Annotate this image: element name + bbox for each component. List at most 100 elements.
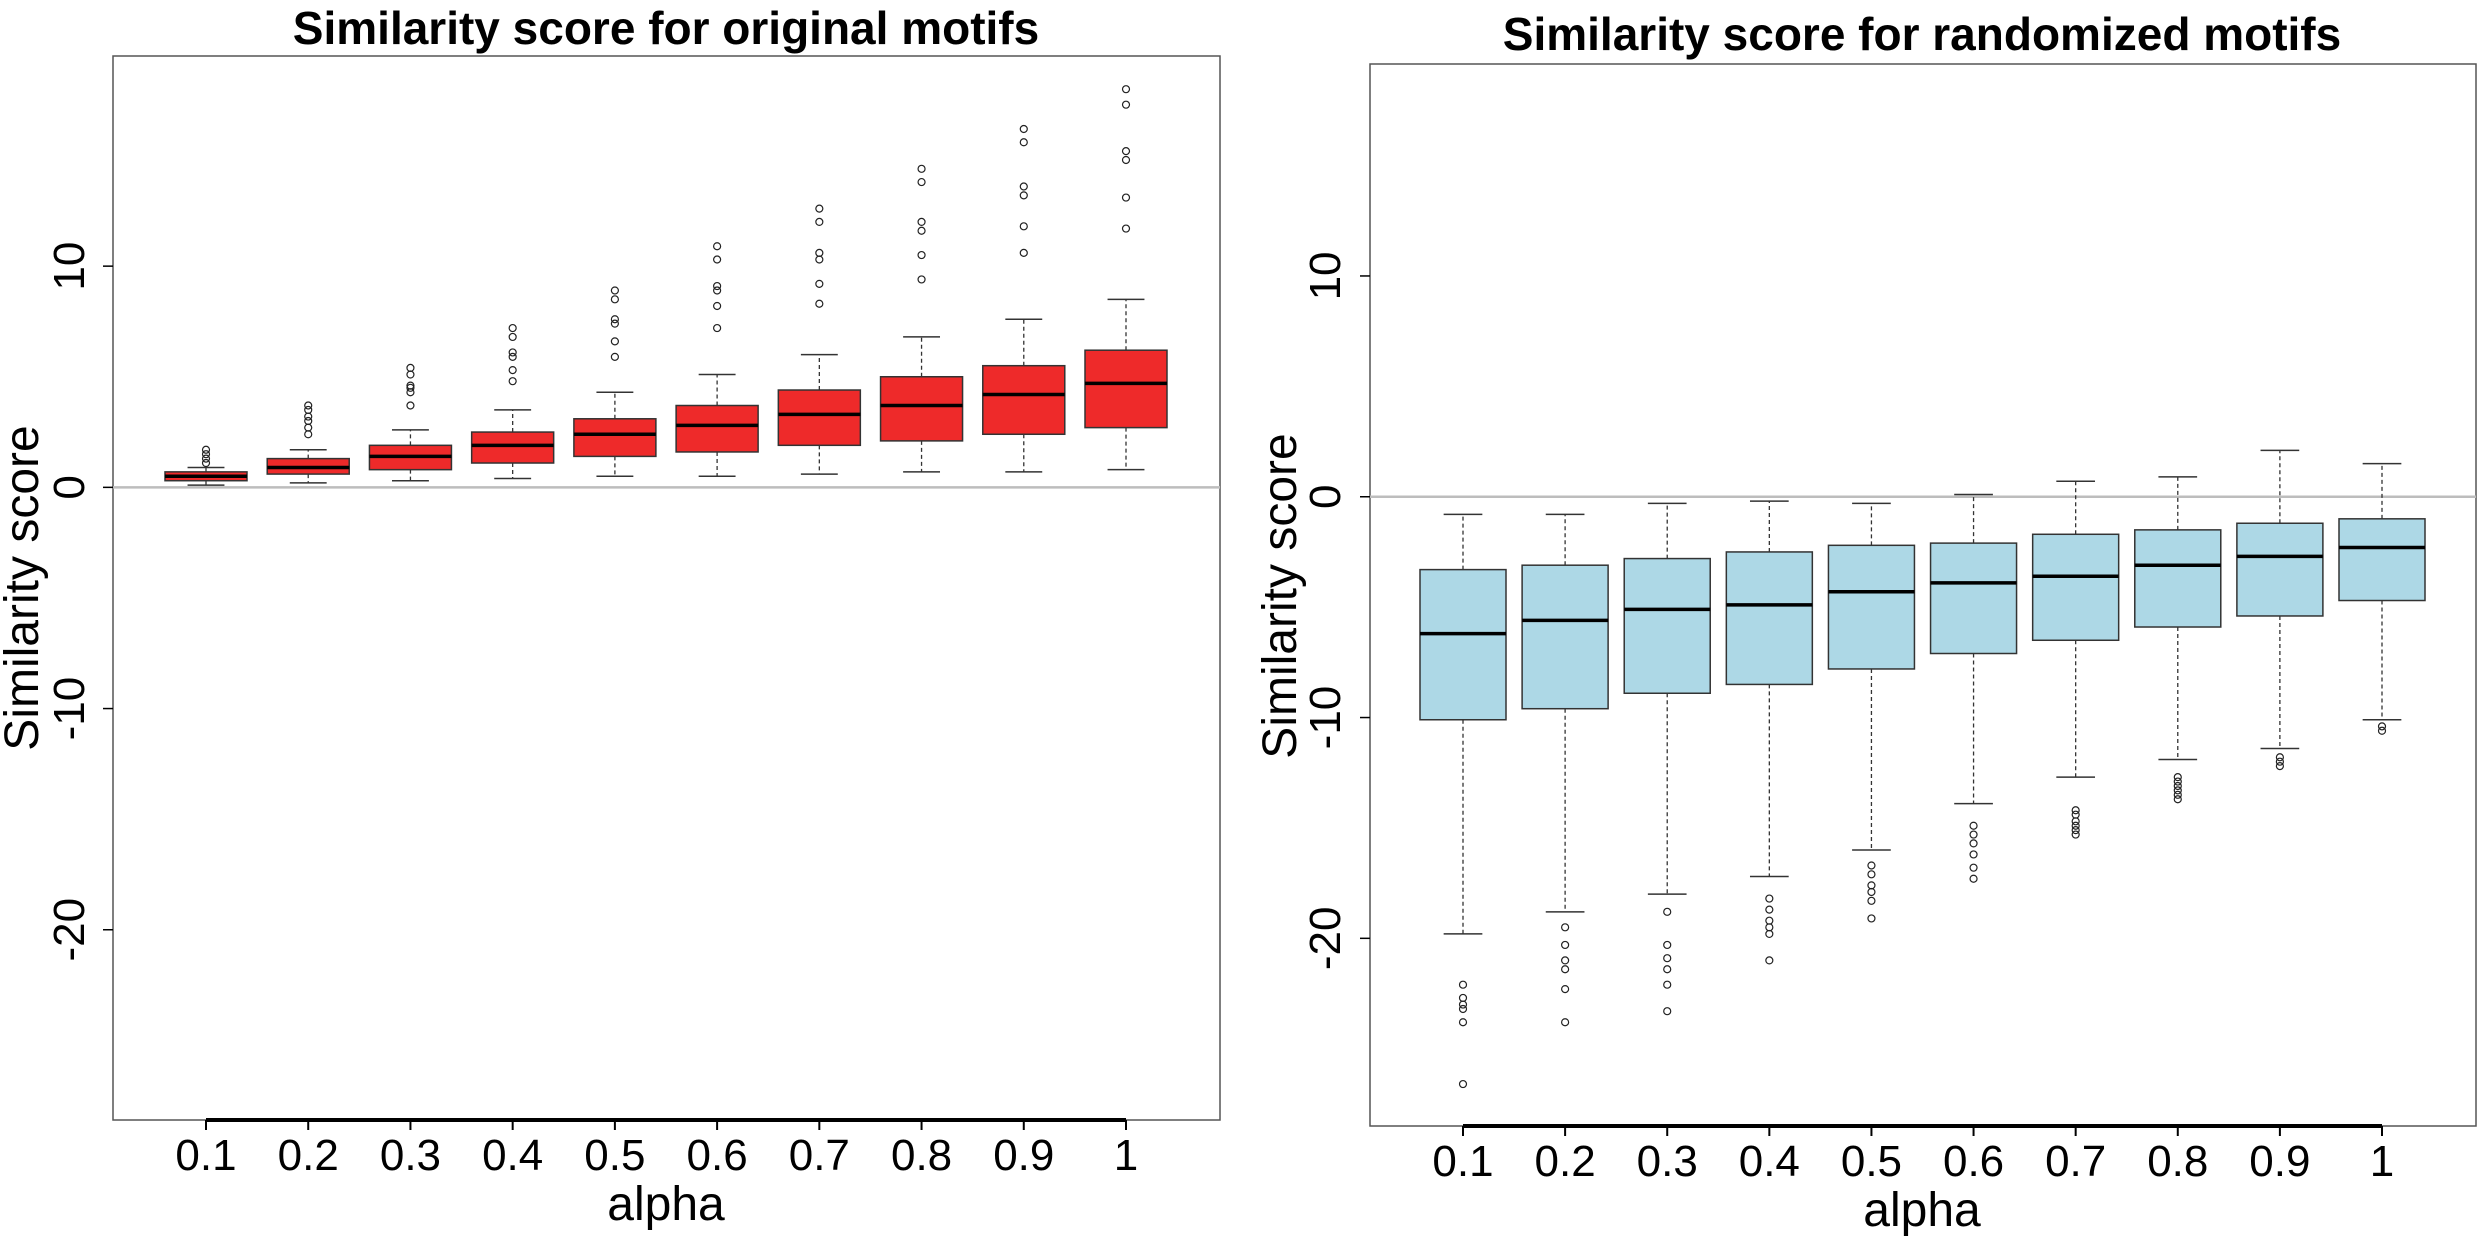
left-outlier-point: [406, 370, 415, 379]
right-box-0.7: [2031, 533, 2120, 642]
right-outlier-point: [1663, 907, 1672, 916]
right-outlier-point: [1663, 965, 1672, 974]
right-y-tick-label: 10: [1301, 251, 1350, 300]
right-x-tick-label: 0.8: [2147, 1137, 2208, 1186]
left-chart-title: Similarity score for original motifs: [293, 2, 1039, 54]
right-outlier-point: [1458, 1018, 1468, 1027]
left-x-tick-label: 0.4: [482, 1131, 543, 1180]
left-y-axis-label: Similarity score: [0, 425, 49, 750]
left-outlier-point: [1121, 224, 1131, 233]
right-outlier-point: [2071, 817, 2080, 826]
right-y-tick-label: -20: [1301, 907, 1350, 971]
left-x-tick-label: 0.2: [278, 1131, 339, 1180]
right-outlier-point: [2173, 773, 2182, 782]
right-box-1: [2338, 518, 2426, 602]
right-outlier-point: [1969, 874, 1978, 883]
right-outlier-point: [2275, 762, 2284, 771]
left-outlier-point: [610, 337, 619, 346]
left-outlier-point: [713, 242, 722, 251]
left-y-tick-label: -20: [45, 898, 94, 962]
right-outlier-point: [1867, 870, 1876, 879]
left-box-0.6: [675, 404, 759, 453]
right-outlier-point: [1663, 1007, 1672, 1016]
left-x-tick-label: 0.7: [789, 1131, 850, 1180]
left-outlier-point: [304, 416, 313, 426]
right-outlier-point: [1867, 861, 1876, 870]
left-outlier-point: [201, 454, 211, 463]
right-outlier-point: [1458, 1079, 1468, 1089]
left-outlier-point: [1121, 193, 1131, 202]
left-outlier-point: [406, 383, 415, 392]
right-outlier-point: [1561, 956, 1570, 965]
left-outlier-point: [508, 323, 517, 333]
right-outlier-point: [1969, 850, 1978, 859]
right-x-tick-label: 0.1: [1432, 1137, 1493, 1186]
right-box-0.8: [2134, 529, 2222, 628]
left-outlier-point: [304, 405, 313, 415]
right-outlier-point: [2173, 781, 2182, 791]
left-box-0.9: [982, 364, 1066, 436]
right-box-0.1: [1419, 568, 1507, 721]
left-y-tick-label: -10: [45, 677, 94, 741]
right-outlier-point: [1561, 965, 1570, 974]
left-outlier-point: [304, 423, 313, 432]
right-x-tick-label: 0.3: [1637, 1137, 1698, 1186]
left-plot-area: 10 0 -10 -20 0.1 0.2 0.3 0.4 0.5 0.6 0.7 0.8 0.9 1: [45, 85, 1220, 1180]
right-outlier-point: [1969, 863, 1978, 872]
left-outlier-point: [1121, 155, 1131, 165]
right-outlier-point: [2071, 821, 2080, 830]
left-outlier-point: [304, 412, 313, 421]
left-x-tick-label: 0.6: [687, 1131, 748, 1180]
right-outlier-point: [2173, 795, 2182, 804]
right-outlier-point: [2071, 830, 2080, 839]
left-outlier-point: [1019, 182, 1028, 191]
left-x-tick-label: 0.8: [891, 1131, 952, 1180]
right-outlier-point: [1867, 887, 1876, 897]
right-x-tick-label: 0.6: [1943, 1137, 2004, 1186]
right-x-tick-label: 0.9: [2249, 1137, 2310, 1186]
left-outlier-point: [508, 332, 517, 342]
left-outlier-point: [815, 248, 824, 257]
right-outlier-point: [1765, 956, 1774, 965]
right-outlier-point: [1867, 914, 1876, 923]
left-y-tick-label: 10: [45, 242, 94, 291]
right-outlier-point: [2071, 826, 2080, 835]
left-outlier-point: [406, 363, 415, 373]
left-outlier-point: [508, 377, 517, 386]
left-outlier-point: [304, 430, 313, 439]
left-outlier-point: [1019, 138, 1028, 147]
left-outlier-point: [1019, 124, 1028, 134]
left-outlier-point: [508, 348, 517, 357]
left-outlier-point: [1121, 147, 1131, 156]
left-outlier-point: [815, 217, 824, 227]
left-x-tick-label: 0.3: [380, 1131, 441, 1180]
left-outlier-point: [610, 319, 619, 328]
left-outlier-point: [610, 295, 619, 304]
left-outlier-point: [815, 255, 824, 264]
right-box-0.5: [1827, 544, 1916, 670]
right-outlier-point: [1765, 905, 1774, 914]
right-outlier-point: [1458, 993, 1468, 1003]
left-outlier-point: [713, 255, 722, 264]
left-panel: Similarity score for original motifs Sim…: [0, 2, 1221, 1231]
left-outlier-point: [1019, 222, 1028, 231]
left-box-0.4: [470, 431, 555, 464]
left-outlier-point: [304, 401, 313, 410]
right-x-tick-label: 0.7: [2045, 1137, 2106, 1186]
right-y-axis-label: Similarity score: [1254, 433, 1307, 758]
right-outlier-point: [1765, 929, 1774, 939]
left-box-0.8: [879, 375, 964, 442]
right-y-tick-label: 0: [1301, 485, 1350, 509]
right-box-0.3: [1623, 557, 1711, 695]
right-outlier-point: [2071, 810, 2080, 819]
left-outlier-point: [406, 381, 415, 390]
left-outlier-point: [1121, 100, 1131, 109]
left-outlier-point: [201, 458, 211, 468]
right-plot-area: 10 0 -10 -20 0.1 0.2 0.3 0.4 0.5 0.6 0.7 0.8 0.9 1: [1301, 251, 2476, 1186]
right-box-0.2: [1521, 564, 1609, 710]
right-outlier-point: [2377, 726, 2387, 735]
left-outlier-point: [815, 204, 824, 213]
left-box-0.7: [777, 389, 862, 447]
left-outlier-point: [713, 281, 722, 291]
